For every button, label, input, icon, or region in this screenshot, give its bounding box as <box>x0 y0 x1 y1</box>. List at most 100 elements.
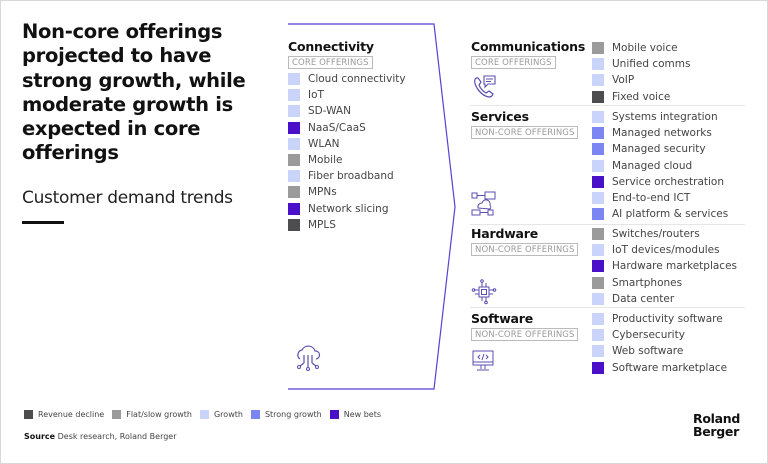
trend-swatch-strong-growth <box>592 127 604 140</box>
item-label: MPLS <box>308 218 336 231</box>
section-tag: CORE OFFERINGS <box>471 56 556 69</box>
divider <box>470 307 745 308</box>
item-label: SD-WAN <box>308 105 351 118</box>
item-label: Software marketplace <box>612 361 728 374</box>
section-list: Switches/routers IoT devices/modules Hardw… <box>592 226 737 307</box>
trend-swatch-growth <box>288 137 300 150</box>
section-title: Communications <box>471 39 586 54</box>
item-label: Hardware marketplaces <box>612 260 738 273</box>
source-note: Source Desk research, Roland Berger <box>24 432 177 441</box>
trend-swatch-new-bets <box>288 202 300 215</box>
phone-chat-icon <box>474 75 496 98</box>
legend-label: Strong growth <box>264 410 322 419</box>
item-label: Fixed voice <box>612 90 671 103</box>
list-item: Managed security <box>592 141 728 157</box>
trend-swatch-flat-slow-growth <box>288 154 300 167</box>
list-item: Unified comms <box>592 56 690 72</box>
item-label: Managed security <box>612 143 706 156</box>
network-devices-icon <box>471 191 496 216</box>
item-label: Managed cloud <box>612 159 693 172</box>
trend-swatch-flat-slow-growth <box>288 186 300 199</box>
roland-berger-logo: Roland Berger <box>693 412 740 438</box>
section-title: Services <box>471 109 529 124</box>
list-item: Mobile <box>288 152 406 168</box>
item-label: Web software <box>612 345 684 358</box>
section-title: Software <box>471 311 534 326</box>
trend-swatch-flat-slow-growth <box>592 276 604 289</box>
title-underline <box>22 221 64 224</box>
list-item: End-to-end ICT <box>592 190 728 206</box>
item-label: Systems integration <box>612 111 718 124</box>
legend-swatch <box>199 410 209 419</box>
item-label: Unified comms <box>612 58 691 71</box>
trend-swatch-growth <box>592 329 604 342</box>
chip-icon <box>471 279 497 305</box>
divider <box>470 105 745 106</box>
list-item: WLAN <box>288 136 406 152</box>
trend-swatch-growth <box>288 89 300 102</box>
legend-swatch <box>329 410 339 419</box>
legend-swatch <box>250 410 260 419</box>
trend-swatch-new-bets <box>592 175 604 188</box>
list-item: Fiber broadband <box>288 168 406 184</box>
list-item: Switches/routers <box>592 226 737 242</box>
item-label: Mobile <box>308 154 343 167</box>
page-subtitle: Customer demand trends <box>22 188 233 208</box>
legend-label: Growth <box>213 410 243 419</box>
item-label: Service orchestration <box>612 175 724 188</box>
item-label: MPNs <box>308 186 337 199</box>
list-item: IoT <box>288 87 406 103</box>
list-item: Systems integration <box>592 109 728 125</box>
item-label: NaaS/CaaS <box>308 121 366 134</box>
trend-swatch-growth <box>592 58 604 71</box>
list-item: NaaS/CaaS <box>288 120 406 136</box>
list-item: MPNs <box>288 184 406 200</box>
list-item: Software marketplace <box>592 360 727 376</box>
trend-swatch-growth <box>288 105 300 118</box>
section-tag: NON-CORE OFFERINGS <box>471 328 579 341</box>
item-label: VoIP <box>612 74 635 87</box>
source-label: Source <box>24 432 56 441</box>
connectivity-title: Connectivity <box>288 39 374 54</box>
list-item: IoT devices/modules <box>592 242 737 258</box>
list-item: Cloud connectivity <box>288 71 406 87</box>
trend-swatch-revenue-decline <box>592 90 604 103</box>
section-title: Hardware <box>471 226 539 241</box>
trend-swatch-growth <box>592 74 604 87</box>
list-item: Network slicing <box>288 201 406 217</box>
legend: Revenue decline Flat/slow growth Growth Str… <box>24 410 389 419</box>
item-label: Cloud connectivity <box>308 73 406 86</box>
legend-swatch <box>24 410 33 419</box>
list-item: VoIP <box>592 72 690 88</box>
item-label: Switches/routers <box>612 228 700 241</box>
list-item: Managed cloud <box>592 158 728 174</box>
item-label: IoT devices/modules <box>612 244 720 257</box>
item-label: WLAN <box>308 137 340 150</box>
trend-swatch-new-bets <box>592 361 604 374</box>
trend-swatch-growth <box>288 170 300 183</box>
list-item: Fixed voice <box>592 89 690 105</box>
list-item: Productivity software <box>592 311 727 327</box>
item-label: Cybersecurity <box>612 329 685 342</box>
list-item: MPLS <box>288 217 406 233</box>
trend-swatch-growth <box>288 73 300 86</box>
logo-line1: Roland <box>693 411 740 426</box>
trend-swatch-strong-growth <box>592 208 604 221</box>
divider <box>470 224 745 225</box>
legend-swatch <box>112 410 122 419</box>
item-label: Productivity software <box>612 313 723 326</box>
source-text: Desk research, Roland Berger <box>57 432 177 441</box>
trend-swatch-growth <box>592 159 604 172</box>
section-tag: NON-CORE OFFERINGS <box>471 243 579 256</box>
trend-swatch-new-bets <box>592 260 604 273</box>
trend-swatch-growth <box>592 192 604 205</box>
trend-swatch-growth <box>592 111 604 124</box>
trend-swatch-strong-growth <box>592 143 604 156</box>
list-item: Mobile voice <box>592 40 690 56</box>
section-tag: NON-CORE OFFERINGS <box>471 126 579 139</box>
item-label: Smartphones <box>612 276 683 289</box>
list-item: Service orchestration <box>592 174 728 190</box>
legend-item: Growth <box>199 410 243 419</box>
trend-swatch-revenue-decline <box>288 218 300 231</box>
